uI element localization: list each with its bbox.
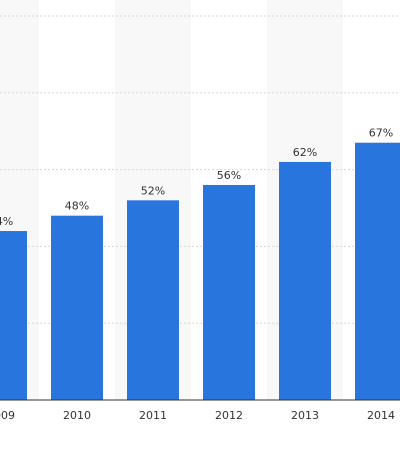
- x-tick-label: 2010: [63, 409, 91, 422]
- x-tick-label: 2011: [139, 409, 167, 422]
- plot: 44% 2009 48% 2010 52% 2011 56% 2012 62% 2013 67% 20…: [0, 15, 400, 422]
- value-label: 48%: [65, 200, 89, 213]
- bar: [0, 231, 27, 400]
- x-tick-label: 2013: [291, 409, 319, 422]
- value-label: 62%: [293, 146, 317, 159]
- value-label: 67%: [369, 127, 393, 140]
- bar: [203, 184, 255, 400]
- value-label: 56%: [217, 169, 241, 182]
- value-label: 44%: [0, 215, 13, 228]
- x-tick-label: 2014: [367, 409, 395, 422]
- x-tick-label: 2012: [215, 409, 243, 422]
- value-label: 52%: [141, 184, 165, 197]
- x-tick-label: 2009: [0, 409, 15, 422]
- bar: [279, 161, 331, 400]
- bar: [355, 142, 400, 400]
- bar: [51, 215, 103, 400]
- bar: [127, 200, 179, 400]
